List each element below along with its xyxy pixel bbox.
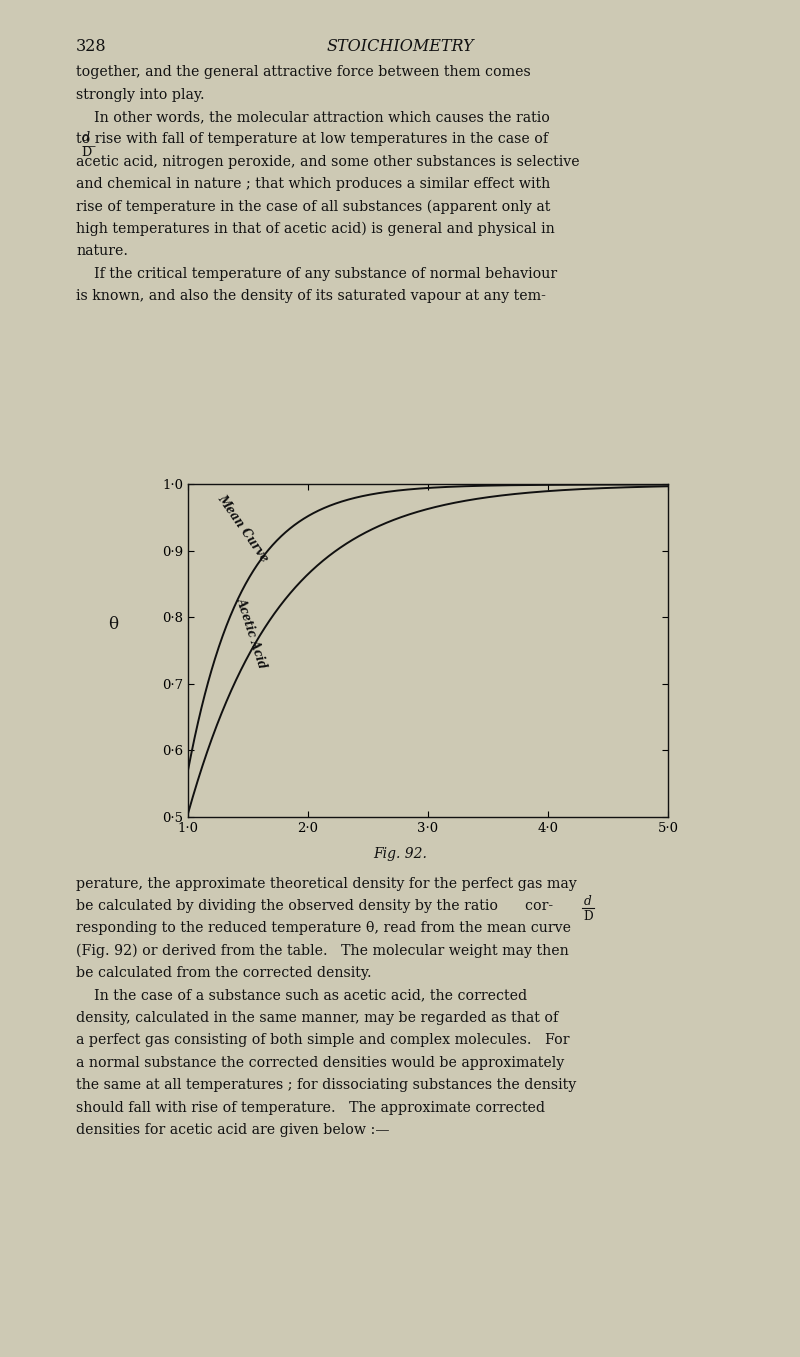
Text: θ: θ	[109, 616, 118, 632]
Text: d: d	[82, 132, 90, 144]
Text: acetic acid, nitrogen peroxide, and some other substances is selective: acetic acid, nitrogen peroxide, and some…	[76, 155, 580, 168]
Text: In the case of a substance such as acetic acid, the corrected: In the case of a substance such as aceti…	[76, 988, 527, 1003]
Text: —: —	[82, 138, 96, 153]
Text: If the critical temperature of any substance of normal behaviour: If the critical temperature of any subst…	[76, 267, 557, 281]
Text: Fig. 92.: Fig. 92.	[373, 847, 427, 860]
Text: be calculated from the corrected density.: be calculated from the corrected density…	[76, 966, 372, 980]
Text: responding to the reduced temperature θ, read from the mean curve: responding to the reduced temperature θ,…	[76, 921, 571, 935]
Text: rise of temperature in the case of all substances (apparent only at: rise of temperature in the case of all s…	[76, 199, 550, 214]
Text: STOICHIOMETRY: STOICHIOMETRY	[326, 38, 474, 56]
Text: perature, the approximate theoretical density for the perfect gas may: perature, the approximate theoretical de…	[76, 877, 577, 890]
Text: should fall with rise of temperature.   The approximate corrected: should fall with rise of temperature. Th…	[76, 1101, 545, 1114]
Text: be calculated by dividing the observed density by the ratio      cor-: be calculated by dividing the observed d…	[76, 900, 553, 913]
Text: a perfect gas consisting of both simple and complex molecules.   For: a perfect gas consisting of both simple …	[76, 1034, 570, 1048]
Text: densities for acetic acid are given below :—: densities for acetic acid are given belo…	[76, 1124, 390, 1137]
Text: to rise with fall of temperature at low temperatures in the case of: to rise with fall of temperature at low …	[76, 133, 548, 147]
Text: high temperatures in that of acetic acid) is general and physical in: high temperatures in that of acetic acid…	[76, 221, 554, 236]
Text: In other words, the molecular attraction which causes the ratio: In other words, the molecular attraction…	[76, 110, 550, 123]
Text: nature.: nature.	[76, 244, 128, 258]
Text: together, and the general attractive force between them comes: together, and the general attractive for…	[76, 65, 530, 79]
Text: (Fig. 92) or derived from the table.   The molecular weight may then: (Fig. 92) or derived from the table. The…	[76, 944, 569, 958]
Text: and chemical in nature ; that which produces a similar effect with: and chemical in nature ; that which prod…	[76, 178, 550, 191]
Text: 328: 328	[76, 38, 106, 56]
Text: is known, and also the density of its saturated vapour at any tem-: is known, and also the density of its sa…	[76, 289, 546, 303]
Text: d: d	[584, 896, 592, 908]
Text: D: D	[82, 147, 92, 159]
Text: a normal substance the corrected densities would be approximately: a normal substance the corrected densiti…	[76, 1056, 564, 1069]
Text: density, calculated in the same manner, may be regarded as that of: density, calculated in the same manner, …	[76, 1011, 558, 1025]
Text: Mean Curve: Mean Curve	[214, 491, 270, 565]
Text: strongly into play.: strongly into play.	[76, 87, 205, 102]
Text: the same at all temperatures ; for dissociating substances the density: the same at all temperatures ; for disso…	[76, 1077, 576, 1092]
Text: Acetic Acid: Acetic Acid	[234, 596, 269, 670]
Text: D: D	[583, 911, 593, 923]
